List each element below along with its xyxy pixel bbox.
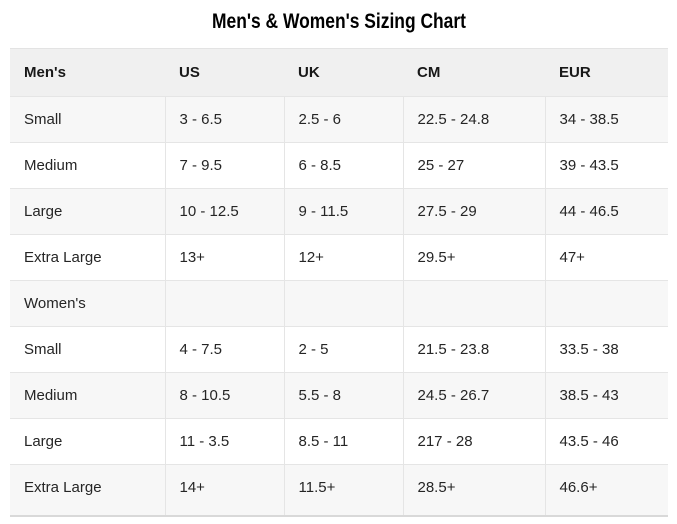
uk-value-cell: 9 - 11.5 [283, 188, 403, 235]
eur-value-cell: 47+ [544, 234, 668, 281]
eur-value-cell: 43.5 - 46 [544, 418, 668, 465]
cm-value-cell: 21.5 - 23.8 [402, 326, 545, 373]
eur-value-cell: 39 - 43.5 [544, 142, 668, 189]
uk-value-cell: 8.5 - 11 [283, 418, 403, 465]
uk-value-cell: 6 - 8.5 [283, 142, 403, 189]
table-row-womens-section: Women's [10, 280, 668, 327]
size-label-cell: Large [10, 188, 165, 235]
cm-value-cell [402, 280, 545, 327]
section-label-cell: Women's [10, 280, 165, 327]
table-row-mens-small: Small 3 - 6.5 2.5 - 6 22.5 - 24.8 34 - 3… [10, 96, 668, 143]
cm-value-cell: 217 - 28 [402, 418, 545, 465]
size-label-cell: Extra Large [10, 234, 165, 281]
cm-value-cell: 28.5+ [402, 464, 545, 516]
us-value-cell: 10 - 12.5 [164, 188, 284, 235]
cm-value-cell: 29.5+ [402, 234, 545, 281]
column-header-uk: UK [284, 48, 403, 97]
sizing-chart-table: Men's US UK CM EUR Small 3 - 6.5 2.5 - 6… [10, 48, 668, 517]
size-label-cell: Small [10, 326, 165, 373]
cm-value-cell: 25 - 27 [402, 142, 545, 189]
table-row-womens-extra-large: Extra Large 14+ 11.5+ 28.5+ 46.6+ [10, 464, 668, 516]
us-value-cell: 3 - 6.5 [164, 96, 284, 143]
table-row-mens-medium: Medium 7 - 9.5 6 - 8.5 25 - 27 39 - 43.5 [10, 142, 668, 189]
table-row-womens-large: Large 11 - 3.5 8.5 - 11 217 - 28 43.5 - … [10, 418, 668, 465]
uk-value-cell: 2.5 - 6 [283, 96, 403, 143]
table-header: Men's US UK CM EUR [10, 48, 668, 97]
table-row-mens-extra-large: Extra Large 13+ 12+ 29.5+ 47+ [10, 234, 668, 281]
us-value-cell: 14+ [164, 464, 284, 516]
column-header-eur: EUR [545, 48, 668, 97]
eur-value-cell: 33.5 - 38 [544, 326, 668, 373]
cm-value-cell: 27.5 - 29 [402, 188, 545, 235]
us-value-cell [164, 280, 284, 327]
us-value-cell: 11 - 3.5 [164, 418, 284, 465]
us-value-cell: 13+ [164, 234, 284, 281]
cm-value-cell: 22.5 - 24.8 [402, 96, 545, 143]
size-label-cell: Medium [10, 372, 165, 419]
cm-value-cell: 24.5 - 26.7 [402, 372, 545, 419]
size-label-cell: Extra Large [10, 464, 165, 516]
column-header-cm: CM [403, 48, 545, 97]
uk-value-cell [283, 280, 403, 327]
eur-value-cell: 46.6+ [544, 464, 668, 516]
size-label-cell: Large [10, 418, 165, 465]
table-row-womens-small: Small 4 - 7.5 2 - 5 21.5 - 23.8 33.5 - 3… [10, 326, 668, 373]
page-title-text: Men's & Women's Sizing Chart [211, 10, 466, 33]
eur-value-cell [544, 280, 668, 327]
table-header-row: Men's US UK CM EUR [10, 48, 668, 97]
table-row-mens-large: Large 10 - 12.5 9 - 11.5 27.5 - 29 44 - … [10, 188, 668, 235]
page-title: Men's & Women's Sizing Chart [0, 0, 677, 35]
us-value-cell: 7 - 9.5 [164, 142, 284, 189]
eur-value-cell: 38.5 - 43 [544, 372, 668, 419]
eur-value-cell: 44 - 46.5 [544, 188, 668, 235]
uk-value-cell: 11.5+ [283, 464, 403, 516]
column-header-mens: Men's [10, 48, 165, 97]
eur-value-cell: 34 - 38.5 [544, 96, 668, 143]
column-header-us: US [165, 48, 284, 97]
us-value-cell: 8 - 10.5 [164, 372, 284, 419]
us-value-cell: 4 - 7.5 [164, 326, 284, 373]
uk-value-cell: 5.5 - 8 [283, 372, 403, 419]
uk-value-cell: 2 - 5 [283, 326, 403, 373]
size-label-cell: Small [10, 96, 165, 143]
table-body: Small 3 - 6.5 2.5 - 6 22.5 - 24.8 34 - 3… [10, 96, 668, 516]
uk-value-cell: 12+ [283, 234, 403, 281]
size-label-cell: Medium [10, 142, 165, 189]
table-row-womens-medium: Medium 8 - 10.5 5.5 - 8 24.5 - 26.7 38.5… [10, 372, 668, 419]
